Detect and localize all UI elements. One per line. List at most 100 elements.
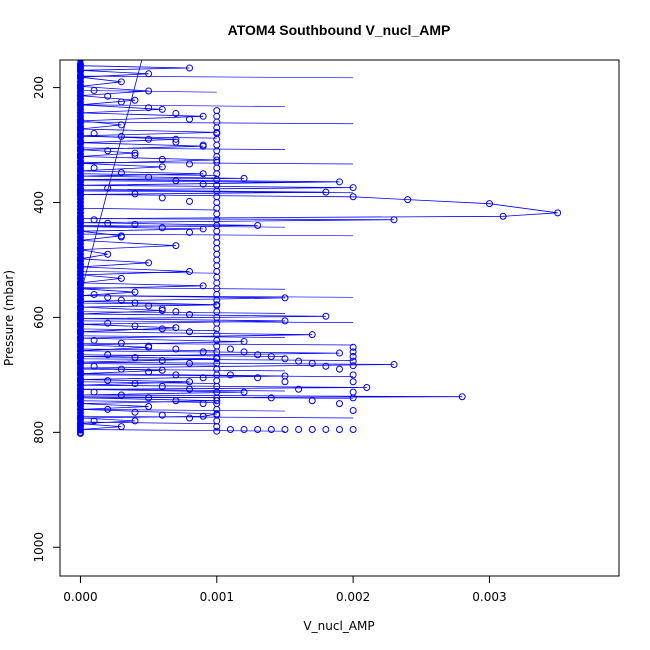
data-point bbox=[336, 425, 343, 433]
data-point bbox=[281, 378, 289, 386]
data-point bbox=[322, 188, 330, 196]
data-point bbox=[104, 184, 112, 192]
data-point bbox=[76, 147, 84, 155]
data-point bbox=[336, 178, 343, 186]
data-point bbox=[104, 377, 112, 385]
data-point bbox=[76, 205, 84, 213]
data-point bbox=[186, 197, 194, 205]
data-point bbox=[349, 348, 357, 356]
data-point bbox=[76, 274, 84, 282]
data-point bbox=[76, 419, 84, 427]
data-point bbox=[76, 209, 84, 217]
data-point bbox=[554, 209, 562, 217]
series-line bbox=[80, 295, 354, 298]
data-point bbox=[485, 200, 493, 208]
data-point bbox=[131, 220, 139, 228]
data-point bbox=[172, 308, 180, 316]
data-point bbox=[76, 167, 84, 175]
data-point bbox=[76, 171, 84, 179]
data-point bbox=[104, 219, 112, 227]
data-point bbox=[90, 388, 98, 396]
data-point bbox=[76, 323, 84, 331]
data-point bbox=[145, 87, 153, 95]
data-point bbox=[172, 371, 180, 379]
data-point bbox=[76, 219, 84, 227]
series-line bbox=[80, 363, 217, 366]
data-point bbox=[308, 425, 316, 433]
data-point bbox=[76, 374, 84, 382]
data-point bbox=[349, 407, 357, 415]
data-point bbox=[117, 365, 125, 373]
data-point bbox=[76, 130, 84, 138]
data-point bbox=[90, 362, 98, 370]
series-line bbox=[80, 409, 285, 412]
series-line bbox=[80, 400, 217, 403]
data-point bbox=[158, 366, 166, 374]
data-point bbox=[308, 331, 316, 339]
data-point bbox=[76, 381, 84, 389]
data-point bbox=[199, 141, 207, 149]
data-point bbox=[390, 216, 398, 224]
data-point bbox=[76, 281, 84, 289]
data-point bbox=[131, 190, 139, 198]
data-point bbox=[104, 405, 112, 413]
data-point bbox=[349, 362, 357, 370]
data-point bbox=[295, 385, 303, 393]
data-point bbox=[76, 340, 84, 348]
data-point bbox=[186, 328, 194, 336]
data-point bbox=[90, 336, 98, 344]
data-point bbox=[104, 319, 112, 327]
data-point bbox=[76, 429, 84, 437]
data-point bbox=[104, 92, 112, 100]
data-point bbox=[499, 212, 507, 220]
data-point bbox=[76, 423, 84, 431]
data-point bbox=[186, 378, 194, 386]
data-point bbox=[186, 160, 194, 168]
data-point bbox=[199, 374, 207, 382]
data-point bbox=[213, 156, 221, 164]
data-point bbox=[76, 357, 84, 365]
data-point bbox=[90, 164, 98, 172]
data-point bbox=[117, 233, 125, 241]
data-point bbox=[90, 216, 98, 224]
series-line bbox=[80, 429, 285, 432]
data-point bbox=[131, 380, 139, 388]
data-point bbox=[76, 295, 84, 303]
data-point bbox=[76, 271, 84, 279]
data-point bbox=[267, 352, 275, 360]
data-point bbox=[76, 181, 84, 189]
data-point bbox=[76, 192, 84, 200]
series-line bbox=[80, 311, 285, 314]
data-point bbox=[76, 388, 84, 396]
data-point bbox=[76, 250, 84, 258]
data-point bbox=[281, 317, 289, 325]
x-tick-label: 0.001 bbox=[200, 590, 234, 604]
data-point bbox=[145, 70, 153, 78]
series-line bbox=[80, 368, 285, 372]
data-point bbox=[158, 105, 166, 113]
data-point bbox=[76, 143, 84, 151]
series-line bbox=[80, 75, 354, 79]
series-line bbox=[80, 287, 285, 290]
data-point bbox=[213, 427, 221, 435]
data-point bbox=[199, 225, 207, 233]
data-point bbox=[186, 385, 194, 393]
data-point bbox=[76, 157, 84, 165]
data-point bbox=[76, 74, 84, 82]
data-point bbox=[199, 348, 207, 356]
data-point bbox=[131, 149, 139, 157]
data-point bbox=[104, 351, 112, 359]
data-point bbox=[76, 99, 84, 107]
data-point bbox=[76, 64, 84, 72]
data-point bbox=[76, 319, 84, 327]
data-point bbox=[117, 98, 125, 106]
data-point bbox=[281, 355, 289, 363]
data-point bbox=[199, 170, 207, 178]
data-point bbox=[76, 409, 84, 417]
data-point bbox=[76, 123, 84, 131]
data-point bbox=[158, 163, 166, 171]
data-point bbox=[145, 368, 153, 376]
data-point bbox=[131, 151, 139, 159]
data-point bbox=[76, 316, 84, 324]
data-point bbox=[240, 388, 248, 396]
